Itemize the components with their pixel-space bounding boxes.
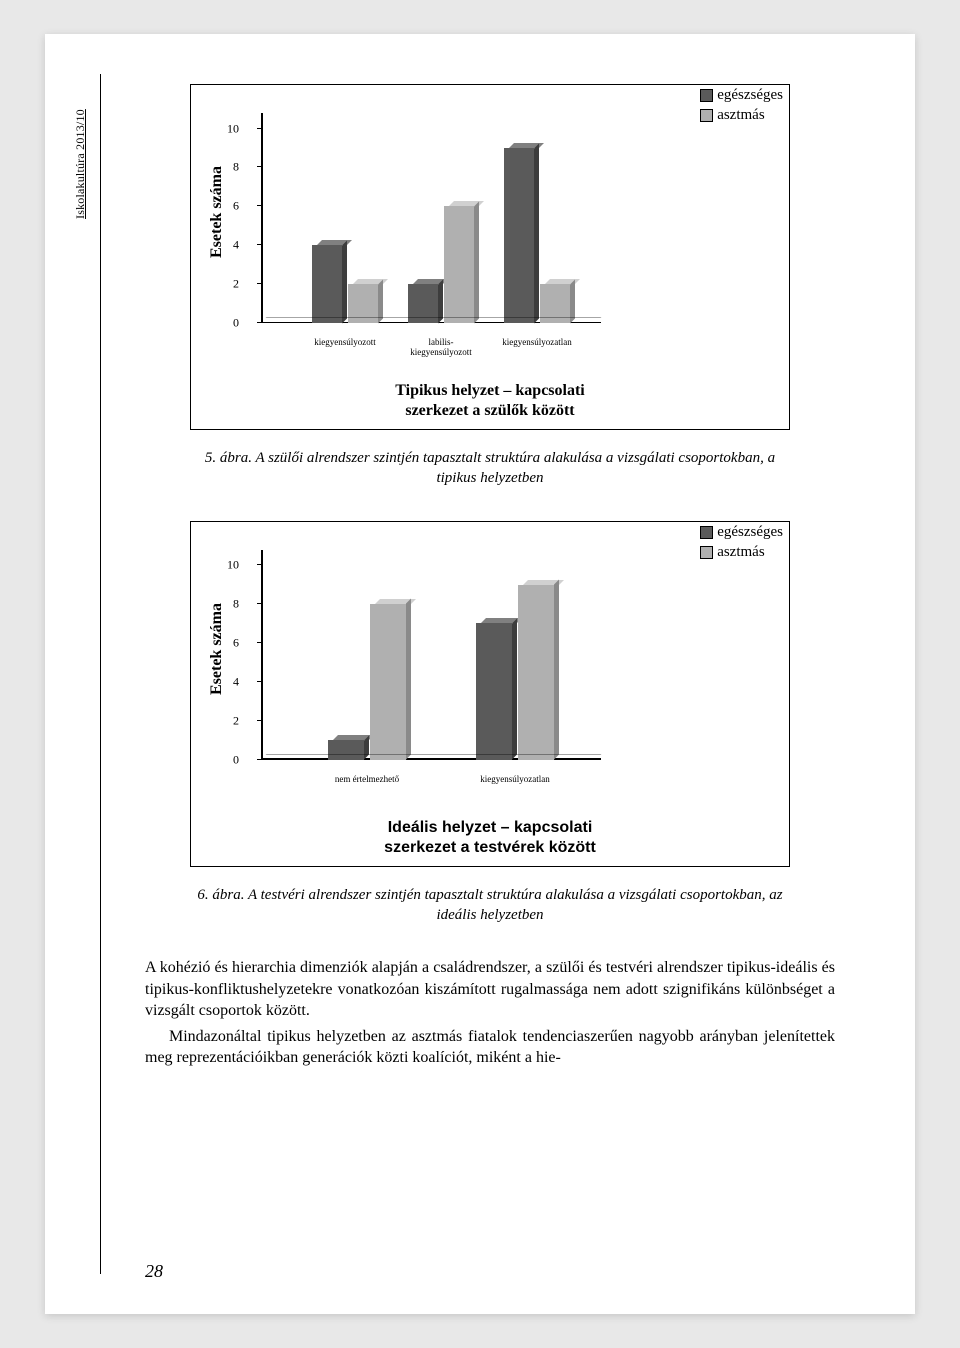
legend-swatch-healthy-2 [700,526,713,539]
caption-2-prefix: 6. ábra. [197,887,248,903]
bar-side [512,618,517,759]
y-tick: 6 [233,199,239,214]
y-tick-mark [257,720,261,721]
paragraph-1: A kohézió és hierarchia dimenziók alapjá… [145,957,835,1022]
y-tick: 0 [233,316,239,331]
chart-2-title-line2: szerkezet a testvérek között [384,839,596,856]
y-tick: 0 [233,752,239,767]
bar-side [474,201,479,323]
bar-side [364,735,369,759]
y-tick-mark [257,759,261,760]
y-tick-mark [257,681,261,682]
caption-1: 5. ábra. A szülői alrendszer szintjén ta… [185,448,795,489]
bar-s2 [444,206,474,323]
x-category-label: kiegyensúlyozatlan [465,775,565,785]
y-tick-mark [257,128,261,129]
x-category-label: labilis-kiegyensúlyozott [391,338,491,358]
x-category-label: nem értelmezhető [317,775,417,785]
bar-side [554,580,559,760]
chart-2-title: Ideális helyzet – kapcsolati szerkezet a… [201,818,779,858]
page-number: 28 [145,1261,163,1282]
legend-item-healthy: egészséges [700,87,783,104]
y-tick: 4 [233,674,239,689]
caption-2: 6. ábra. A testvéri alrendszer szintjén … [185,885,795,926]
plot-3d-baseline [266,317,602,318]
y-tick-mark [257,564,261,565]
chart-1-title: Tipikus helyzet – kapcsolati szerkezet a… [201,381,779,421]
chart-2-y-label: Esetek száma [208,603,226,695]
y-tick-mark [257,244,261,245]
bar-s2 [370,604,406,760]
chart-1-plot: kiegyensúlyozottlabilis-kiegyensúlyozott… [261,113,601,323]
y-tick: 2 [233,713,239,728]
paragraph-2: Mindazonáltal tipikus helyzetben az aszt… [145,1026,835,1069]
content-area: egészséges asztmás Esetek száma 0246810 … [145,84,835,1069]
y-tick-mark [257,283,261,284]
y-tick: 4 [233,238,239,253]
legend-label-healthy-2: egészséges [717,524,783,541]
y-tick-mark [257,322,261,323]
bar-side [342,240,347,323]
legend-label-healthy: egészséges [717,87,783,104]
bar-s1 [312,245,342,323]
chart-1-title-line1: Tipikus helyzet – kapcsolati [395,382,585,399]
bar-s1 [328,740,364,759]
chart-2-plot: nem értelmezhetőkiegyensúlyozatlan [261,550,601,760]
page: Iskolakultúra 2013/10 egészséges asztmás… [45,34,915,1314]
bar-side [534,143,539,323]
y-tick-mark [257,166,261,167]
y-tick: 10 [227,558,239,573]
caption-1-prefix: 5. ábra. [205,450,256,466]
vertical-rule [100,74,101,1274]
chart-1-title-line2: szerkezet a szülők között [405,402,574,419]
chart-2-y-axis [261,550,263,760]
legend-swatch-healthy [700,89,713,102]
y-tick: 6 [233,635,239,650]
plot-3d-baseline [266,754,602,755]
chart-2-title-line1: Ideális helyzet – kapcsolati [388,819,593,836]
bar-side [406,599,411,760]
y-tick: 8 [233,596,239,611]
chart-2-box: egészséges asztmás Esetek száma 0246810 … [190,521,790,867]
chart-1-y-axis [261,113,263,323]
y-tick-mark [257,205,261,206]
bar-s2 [518,585,554,760]
y-tick: 8 [233,160,239,175]
y-tick-mark [257,603,261,604]
legend-item-healthy-2: egészséges [700,524,783,541]
y-tick: 2 [233,277,239,292]
bar-s1 [476,623,512,759]
bar-s1 [504,148,534,323]
y-tick: 10 [227,121,239,136]
chart-2-plot-wrap: Esetek száma 0246810 nem értelmezhetőkie… [201,540,779,810]
chart-1-box: egészséges asztmás Esetek száma 0246810 … [190,84,790,430]
chart-1-y-label: Esetek száma [208,166,226,258]
caption-2-text: A testvéri alrendszer szintjén tapasztal… [248,887,783,923]
journal-side-label: Iskolakultúra 2013/10 [73,109,88,219]
chart-1-plot-wrap: Esetek száma 0 2 4 6 8 10 kiegyensúlyozottlab… [201,103,779,373]
x-category-label: kiegyensúlyozatlan [487,338,587,348]
caption-1-text: A szülői alrendszer szintjén tapasztalt … [255,450,775,486]
x-category-label: kiegyensúlyozott [295,338,395,348]
y-tick-mark [257,642,261,643]
